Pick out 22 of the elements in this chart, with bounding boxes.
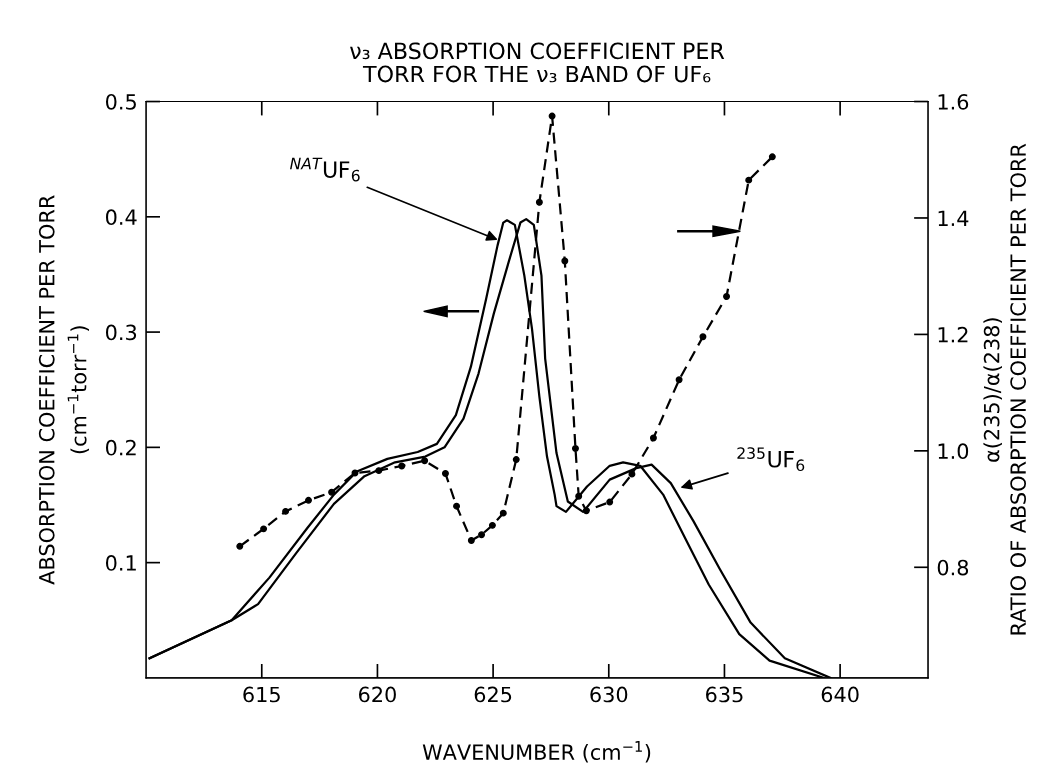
y2-tick-label: 0.8: [937, 559, 969, 576]
x-tick-label: 620: [359, 686, 396, 703]
x-tick-label: 625: [474, 686, 512, 703]
chart-title: ν₃ ABSORPTION COEFFICIENT PER TORR FOR THE ν₃ BAND OF UF₆: [350, 42, 725, 83]
y2-tick-label: 1.2: [938, 326, 968, 343]
x-axis-title: WAVENUMBER (cm$^{−1}$): [422, 741, 651, 763]
y-tick-label: 0.3: [106, 324, 137, 341]
x-tick-label: 630: [590, 686, 628, 703]
y-tick-label: 0.4: [106, 209, 137, 226]
annotation: $^{NAT}$UF$_{6}$: [290, 157, 360, 182]
y-tick-label: 0.5: [106, 93, 136, 110]
x-tick-label: 640: [821, 686, 859, 703]
y-tick-label: 0.1: [106, 555, 136, 571]
x-tick-label: 615: [243, 686, 280, 703]
x-tick-label: 635: [706, 686, 743, 703]
y-axis-title: ABSORPTION COEFFICIENT PER TORR (cm$^{−1}$torr$^{−1}$): [38, 195, 90, 585]
y2-axis-title: α(235)/α(238) RATIO OF ABSORPTION COEFFICIENT PER TORR: [983, 143, 1027, 635]
y2-tick-label: 1.6: [938, 93, 969, 110]
annotation: $^{235}$UF$_{6}$: [737, 447, 805, 472]
y2-tick-label: 1.0: [938, 443, 969, 460]
y-tick-label: 0.2: [106, 439, 136, 456]
y2-tick-label: 1.4: [938, 210, 969, 226]
